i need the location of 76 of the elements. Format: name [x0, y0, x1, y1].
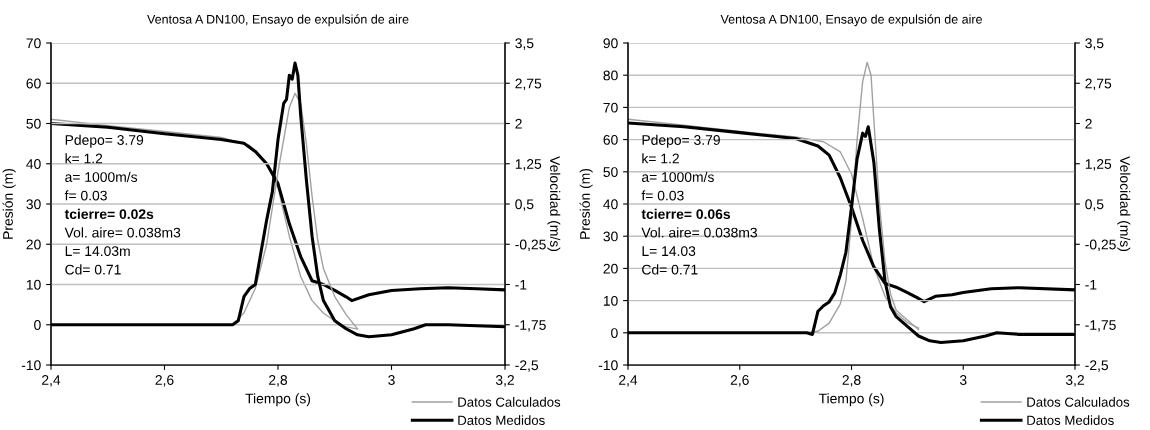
- y-tick-label: 40: [603, 199, 618, 210]
- y-tick-label: 70: [603, 102, 618, 113]
- y2-tick-label: 0,5: [1085, 199, 1104, 211]
- x-tick-label: 3,2: [495, 375, 514, 387]
- y-tick-label: 80: [603, 70, 618, 81]
- y2-tick-label: 2,75: [1085, 78, 1112, 91]
- annotation: L= 14.03: [642, 246, 696, 257]
- annotation: Pdepo= 3.79: [65, 134, 144, 148]
- y2-tick-label: -2,5: [1085, 360, 1109, 372]
- y2-tick-label: -2,5: [515, 360, 539, 372]
- y-tick-label: 30: [26, 199, 41, 210]
- y-tick-label: 60: [603, 134, 618, 145]
- y-tick-label: 0: [34, 320, 41, 330]
- y2-tick-label: -0,25: [1085, 239, 1116, 252]
- annotation: tcierre= 0.06s: [641, 208, 731, 219]
- y2-tick-label: 1,25: [515, 159, 542, 171]
- x-tick-label: 2,8: [842, 375, 861, 387]
- y-tick-label: 40: [26, 159, 41, 169]
- annotation: k= 1.2: [642, 153, 679, 164]
- y2-tick-label: 2: [1085, 118, 1092, 129]
- legend-label: Datos Calculados: [458, 397, 561, 407]
- annotation: tcierre= 0.02s: [64, 208, 154, 219]
- y-tick-label: 0: [611, 328, 618, 338]
- annotation: a= 1000m/s: [642, 171, 714, 182]
- y-tick-label: -10: [598, 360, 618, 371]
- annotation: Cd= 0.71: [642, 264, 698, 275]
- x-tick-label: 2,6: [730, 375, 749, 387]
- y2-tick-label: -1: [1085, 279, 1097, 290]
- x-tick-label: 2,6: [155, 375, 174, 387]
- y-tick-label: 70: [26, 38, 41, 49]
- x-tick-label: 3,2: [1065, 375, 1084, 387]
- x-tick-label: 2,8: [269, 375, 288, 387]
- y2-tick-label: 2,75: [515, 78, 542, 91]
- chart-title: Ventosa A DN100, Ensayo de expulsión de aire: [720, 14, 982, 27]
- y2-tick-label: -1,75: [515, 320, 546, 332]
- y2-tick-label: -0,25: [515, 239, 546, 252]
- y-tick-label: 20: [26, 239, 41, 250]
- chart-title: Ventosa A DN100, Ensayo de expulsión de aire: [147, 14, 409, 27]
- annotation: Vol. aire= 0.038m3: [641, 227, 758, 238]
- annotation: Pdepo= 3.79: [642, 134, 720, 148]
- y2-tick-label: 3,5: [515, 38, 534, 50]
- annotation: Cd= 0.71: [65, 264, 121, 275]
- y-tick-label: 10: [603, 295, 618, 306]
- annotation: f= 0.03: [641, 190, 684, 201]
- y-tick-label: 20: [603, 263, 618, 274]
- legend-label: Datos Medidos: [1027, 415, 1114, 425]
- y-tick-label: 10: [26, 279, 41, 290]
- annotation: L= 14.03m: [65, 246, 130, 257]
- annotation: a= 1000m/s: [65, 171, 138, 182]
- annotation: Vol. aire= 0.038m3: [64, 227, 181, 238]
- legend-label: Datos Calculados: [1027, 397, 1130, 407]
- y-tick-label: 30: [603, 231, 618, 242]
- y-axis-title: Presión (m): [2, 168, 16, 239]
- y2-axis-title: Velocidad (m/s): [547, 156, 561, 251]
- annotation: f= 0.03: [64, 190, 107, 201]
- y2-tick-label: 0,5: [515, 199, 534, 211]
- x-tick-label: 2,4: [42, 375, 61, 387]
- y-tick-label: -10: [21, 360, 41, 371]
- x-axis-title: Tiempo (s): [818, 393, 884, 407]
- y-axis-title: Presión (m): [579, 168, 593, 239]
- y-tick-label: 50: [26, 118, 41, 129]
- annotation: k= 1.2: [65, 153, 103, 164]
- y2-tick-label: 2: [515, 118, 522, 129]
- legend-label: Datos Medidos: [458, 415, 545, 425]
- y-tick-label: 60: [26, 78, 41, 89]
- x-tick-label: 2,4: [619, 375, 638, 387]
- y2-tick-label: -1,75: [1085, 320, 1116, 332]
- y-tick-label: 50: [603, 167, 618, 177]
- y2-tick-label: 3,5: [1085, 38, 1104, 50]
- x-axis-title: Tiempo (s): [245, 393, 311, 407]
- y2-tick-label: -1: [515, 279, 527, 290]
- y2-axis-title: Velocidad (m/s): [1117, 156, 1131, 251]
- x-tick-label: 3: [388, 375, 395, 385]
- y2-tick-label: 1,25: [1085, 159, 1112, 171]
- y-tick-label: 90: [603, 38, 618, 49]
- x-tick-label: 3: [959, 375, 967, 385]
